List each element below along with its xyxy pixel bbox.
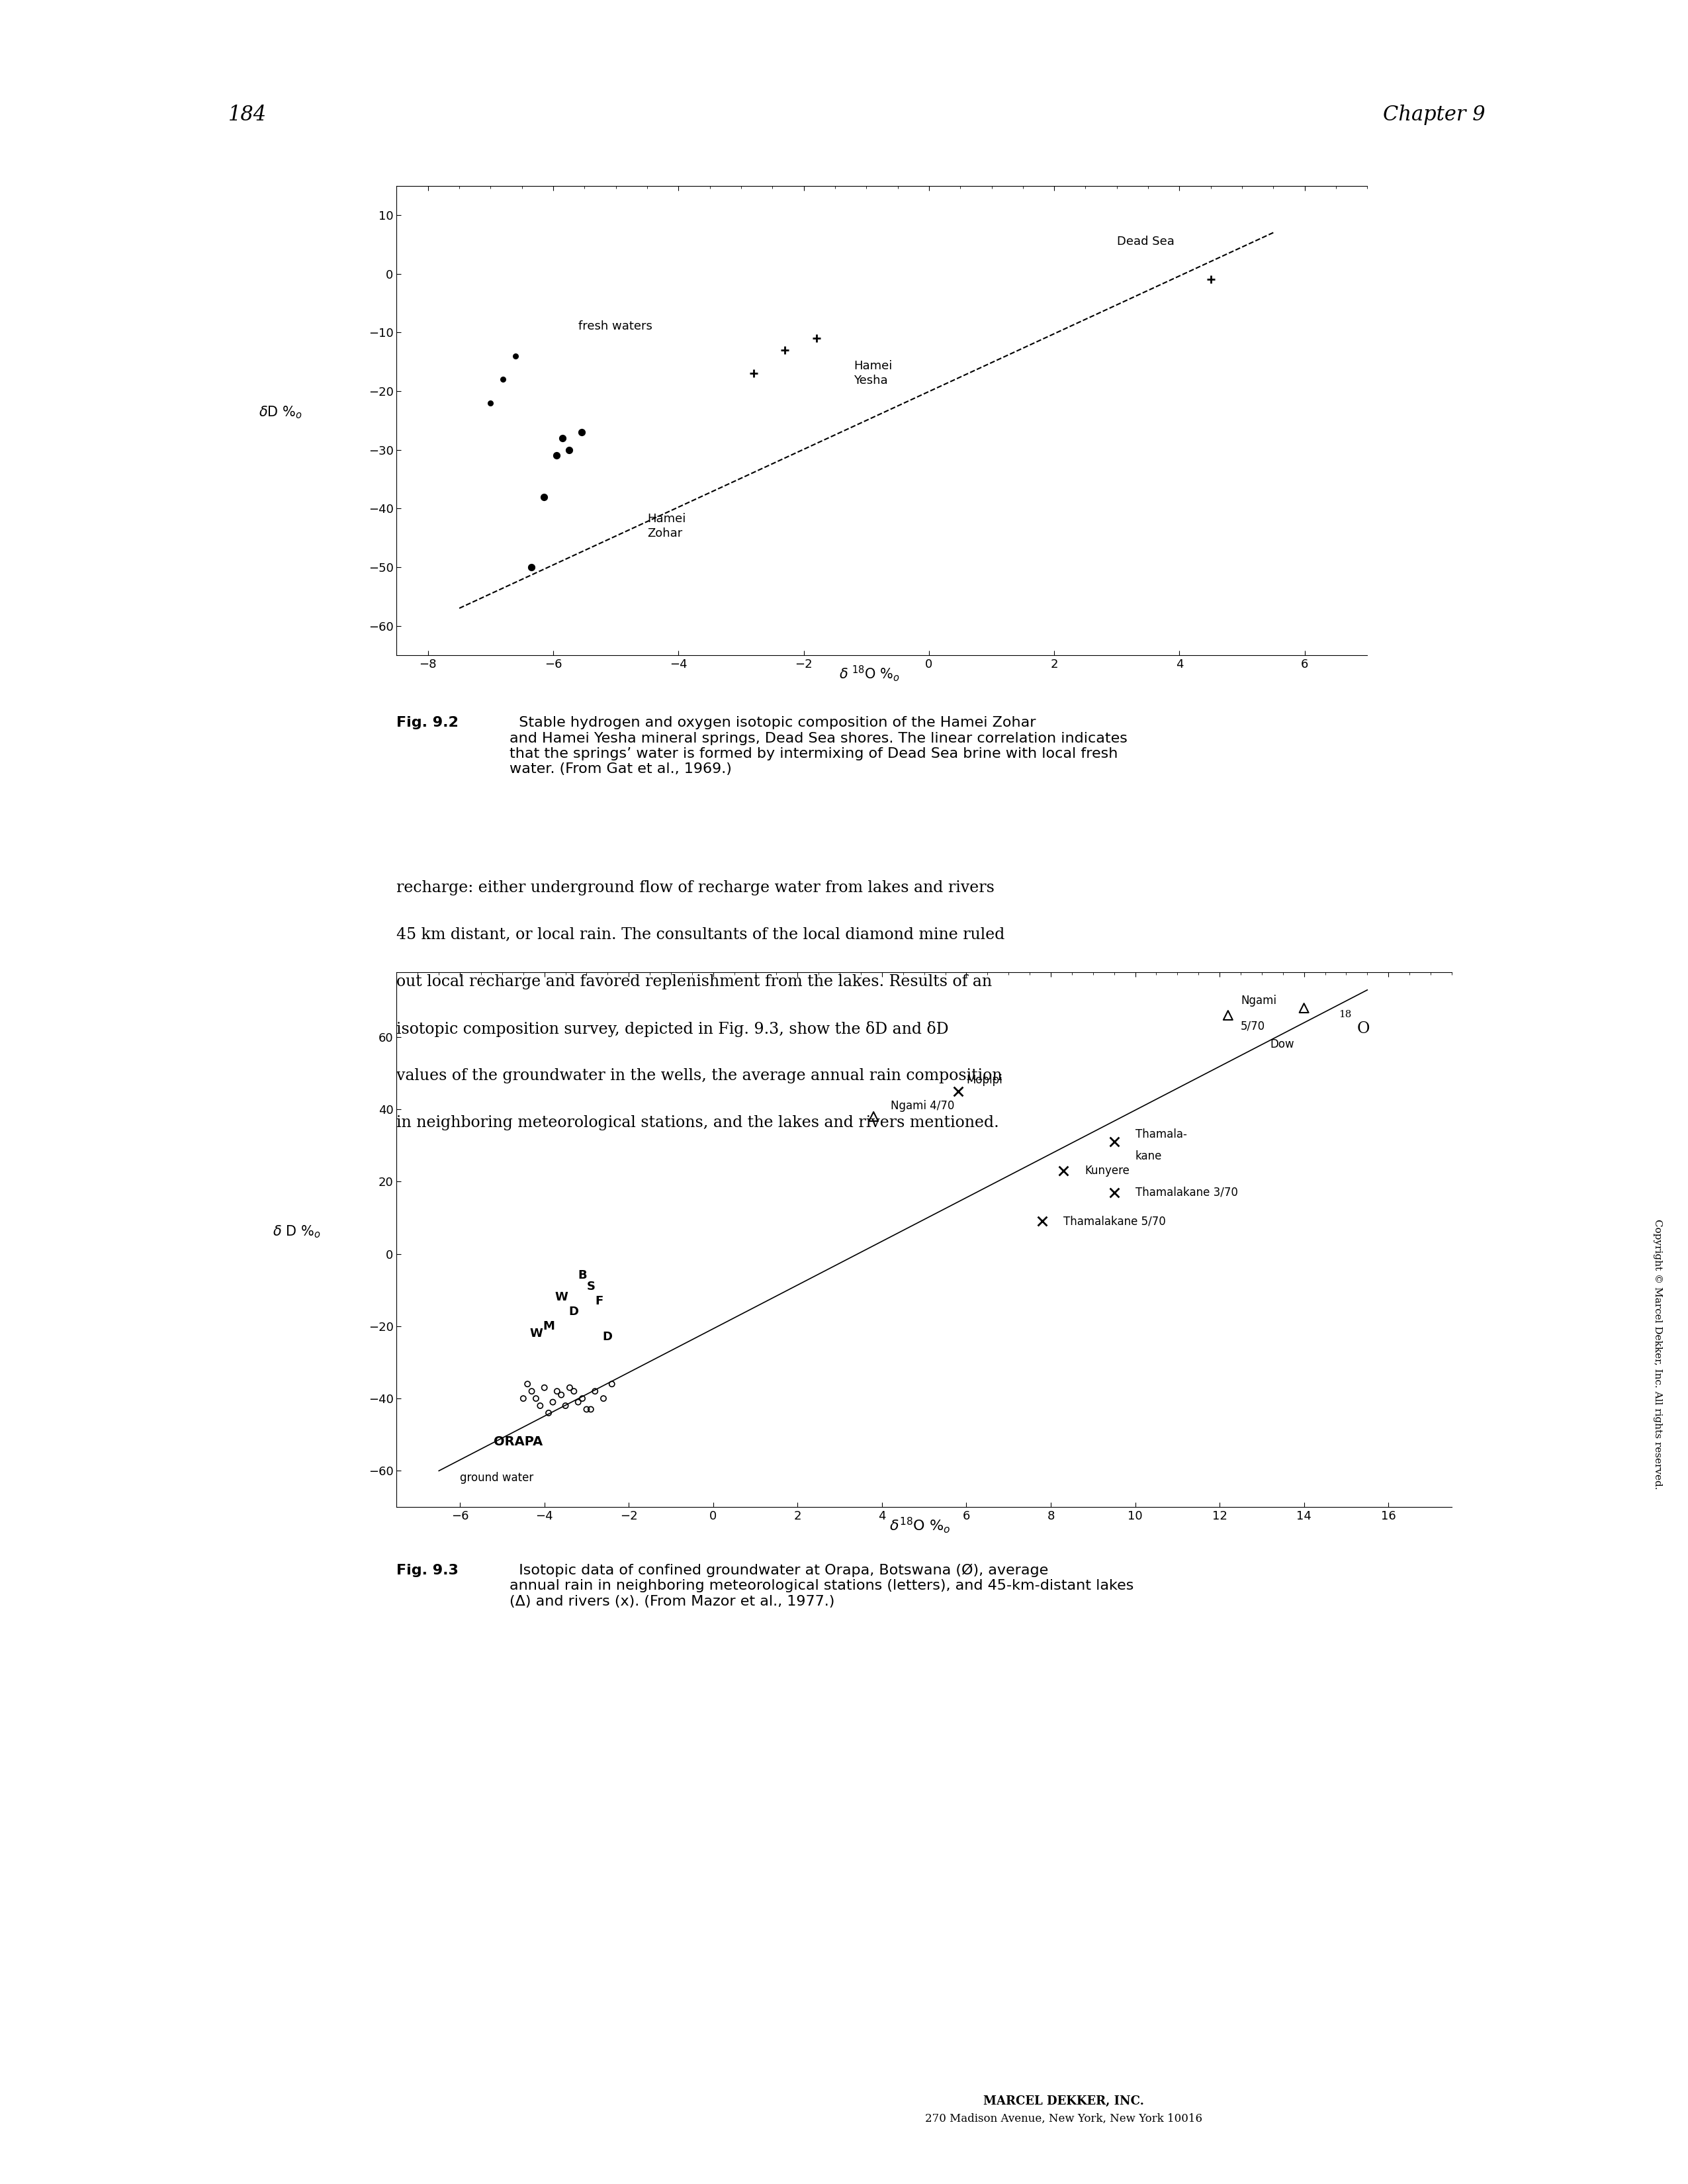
Point: [574, 1391, 601, 1426]
Text: W: W: [530, 1328, 542, 1339]
Point: [478, 384, 505, 419]
Text: isotopic composition survey, depicted in Fig. 9.3, show the δD and δD: isotopic composition survey, depicted in…: [397, 1022, 949, 1037]
Point: [1197, 262, 1224, 297]
Text: Hamei
Zohar: Hamei Zohar: [647, 513, 685, 539]
Point: [530, 478, 557, 513]
Text: 18: 18: [1339, 1009, 1352, 1020]
Text: W: W: [555, 1291, 567, 1304]
Point: [552, 1389, 579, 1424]
Text: ground water: ground water: [461, 1472, 533, 1483]
Text: Ngami: Ngami: [1241, 996, 1276, 1007]
Point: [501, 339, 528, 373]
Text: Mopipi: Mopipi: [967, 1075, 1003, 1085]
Text: 45 km distant, or local rain. The consultants of the local diamond mine ruled: 45 km distant, or local rain. The consul…: [397, 926, 1004, 941]
Text: Fig. 9.2: Fig. 9.2: [397, 716, 459, 729]
Text: out local recharge and favored replenishment from the lakes. Results of an: out local recharge and favored replenish…: [397, 974, 993, 989]
Point: [490, 363, 517, 397]
Point: [1101, 1125, 1128, 1160]
Point: [515, 1367, 542, 1402]
Text: Chapter 9: Chapter 9: [1382, 105, 1485, 124]
Text: Copyright © Marcel Dekker, Inc. All rights reserved.: Copyright © Marcel Dekker, Inc. All righ…: [1653, 1219, 1663, 1489]
Point: [547, 1378, 574, 1413]
Text: $\delta^{18}$O $\%_o$: $\delta^{18}$O $\%_o$: [890, 1516, 950, 1535]
Text: values of the groundwater in the wells, the average annual rain composition: values of the groundwater in the wells, …: [397, 1068, 1003, 1083]
Point: [945, 1075, 972, 1109]
Point: [567, 415, 594, 450]
Text: 270 Madison Avenue, New York, New York 10016: 270 Madison Avenue, New York, New York 1…: [925, 2112, 1202, 2125]
Point: [803, 321, 830, 356]
Text: 184: 184: [228, 105, 267, 124]
Point: [564, 1385, 592, 1420]
Text: O: O: [1357, 1022, 1371, 1035]
Point: [861, 1099, 888, 1133]
Point: [523, 1380, 550, 1415]
Point: [549, 422, 576, 456]
Point: [577, 1391, 604, 1426]
Text: Thamalakane 5/70: Thamalakane 5/70: [1063, 1214, 1166, 1227]
Text: S: S: [586, 1280, 596, 1293]
Text: 5/70: 5/70: [1241, 1020, 1266, 1033]
Point: [1101, 1175, 1128, 1210]
Point: [1030, 1203, 1057, 1238]
Text: fresh waters: fresh waters: [579, 321, 652, 332]
Point: [532, 1369, 559, 1404]
Text: M: M: [542, 1321, 555, 1332]
Text: Ngami 4/70: Ngami 4/70: [891, 1101, 954, 1112]
Point: [560, 1374, 587, 1409]
Y-axis label: $\delta$D $\%_o$: $\delta$D $\%_o$: [258, 404, 302, 419]
Point: [582, 1374, 609, 1409]
Point: [518, 550, 545, 585]
Point: [510, 1380, 537, 1415]
Text: in neighboring meteorological stations, and the lakes and rivers mentioned.: in neighboring meteorological stations, …: [397, 1114, 999, 1129]
Text: kane: kane: [1136, 1151, 1161, 1162]
Point: [540, 1385, 567, 1420]
Text: Stable hydrogen and oxygen isotopic composition of the Hamei Zohar
and Hamei Yes: Stable hydrogen and oxygen isotopic comp…: [510, 716, 1128, 775]
Text: Kunyere: Kunyere: [1085, 1164, 1129, 1177]
Text: B: B: [577, 1269, 587, 1282]
Point: [518, 1374, 545, 1409]
Point: [1050, 1153, 1077, 1188]
Text: Isotopic data of confined groundwater at Orapa, Botswana (Ø), average
annual rai: Isotopic data of confined groundwater at…: [510, 1564, 1134, 1607]
Text: ORAPA: ORAPA: [495, 1435, 544, 1448]
Point: [557, 1369, 584, 1404]
Text: F: F: [596, 1295, 603, 1306]
Text: Hamei
Yesha: Hamei Yesha: [854, 360, 893, 387]
Point: [591, 1380, 618, 1415]
Point: [1215, 998, 1242, 1033]
Point: [544, 439, 571, 474]
Text: D: D: [603, 1330, 613, 1343]
Point: [544, 1374, 571, 1409]
Text: D: D: [569, 1306, 579, 1317]
Point: [739, 356, 766, 391]
Text: Thamalakane 3/70: Thamalakane 3/70: [1136, 1186, 1237, 1199]
Point: [527, 1389, 554, 1424]
Text: MARCEL DEKKER, INC.: MARCEL DEKKER, INC.: [982, 2094, 1144, 2108]
Text: Thamala-: Thamala-: [1136, 1129, 1187, 1140]
Point: [555, 432, 582, 467]
Text: Fig. 9.3: Fig. 9.3: [397, 1564, 459, 1577]
Y-axis label: $\delta$ D $\%_o$: $\delta$ D $\%_o$: [272, 1223, 321, 1241]
Point: [771, 332, 798, 367]
Text: recharge: either underground flow of recharge water from lakes and rivers: recharge: either underground flow of rec…: [397, 880, 994, 895]
Text: Dead Sea: Dead Sea: [1117, 236, 1175, 247]
Point: [535, 1396, 562, 1431]
Point: [1290, 992, 1317, 1026]
Text: Dow: Dow: [1271, 1037, 1295, 1051]
Point: [569, 1380, 596, 1415]
Point: [599, 1367, 626, 1402]
Text: $\delta$ $^{18}$O $\%_o$: $\delta$ $^{18}$O $\%_o$: [839, 664, 900, 684]
